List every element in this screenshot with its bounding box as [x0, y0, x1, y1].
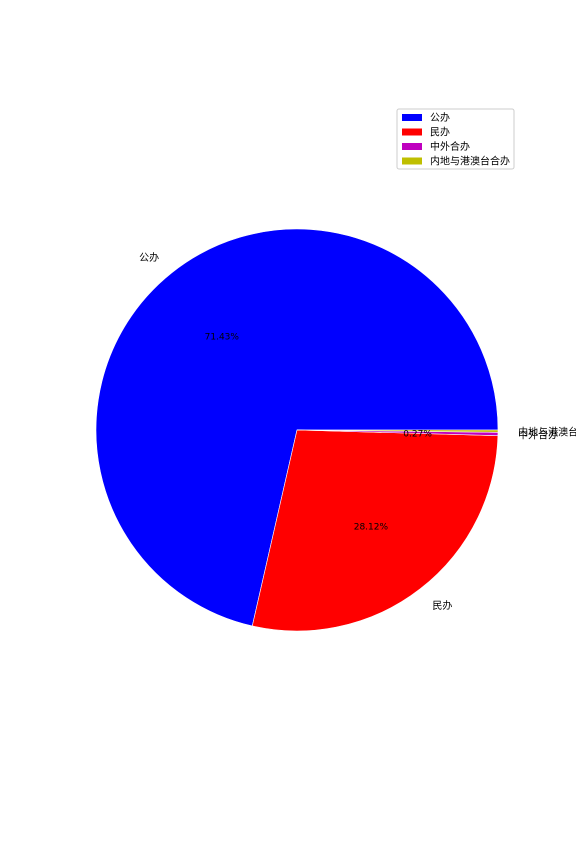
slice-0-percent: 71.43%	[205, 333, 240, 343]
slice-2-percent: 0.27%	[403, 429, 432, 439]
slice-3-label: 内地与港澳台合办	[518, 425, 576, 438]
slice-0-label: 公办	[139, 251, 159, 264]
legend-label-3: 内地与港澳台合办	[430, 155, 510, 168]
slice-3-wedge	[296, 429, 499, 433]
legend-swatch-1	[402, 128, 422, 136]
slice-1-percent: 28.12%	[354, 522, 389, 532]
pie-slices	[95, 228, 499, 632]
legend-swatch-0	[402, 114, 422, 121]
legend-label-0: 公办	[430, 111, 450, 124]
slice-1-wedge	[251, 429, 499, 632]
slice-1-label: 民办	[432, 599, 452, 612]
legend-frame	[396, 108, 515, 170]
legend-label-1: 民办	[430, 126, 450, 139]
pie-labels: 公办 71.43% 民办 28.12% 中外合办 0.27% 内地与港澳台合办	[139, 251, 576, 612]
slice-2-label: 中外合办	[518, 428, 558, 441]
slice-0-wedge	[95, 228, 499, 627]
legend-label-2: 中外合办	[430, 140, 470, 153]
legend-swatch-2	[402, 143, 422, 150]
legend-swatch-3	[402, 157, 422, 165]
